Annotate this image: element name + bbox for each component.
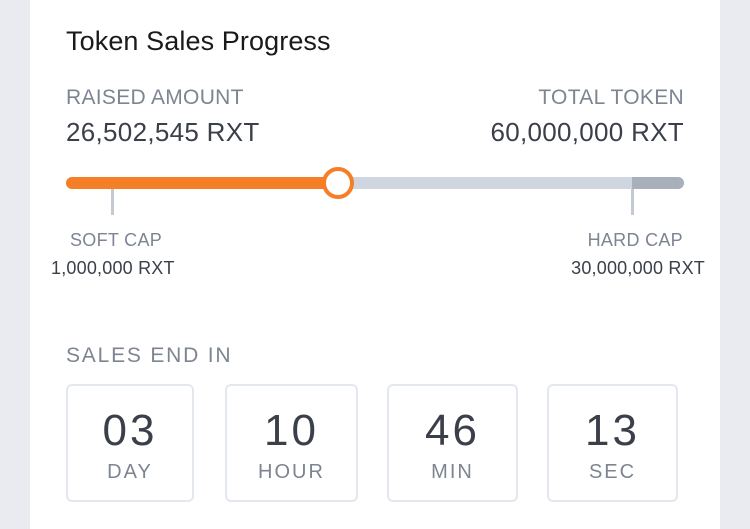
countdown-day-box: 03 DAY	[66, 384, 194, 502]
sales-end-label: SALES END IN	[66, 344, 233, 367]
soft-cap-label: SOFT CAP	[70, 230, 163, 250]
hard-cap-label: HARD CAP	[587, 230, 683, 250]
countdown-sec-value: 13	[585, 406, 640, 455]
progress-thumb	[322, 167, 354, 199]
countdown-hour-unit: HOUR	[258, 461, 325, 483]
countdown-hour-value: 10	[264, 406, 319, 455]
countdown-sec-box: 13 SEC	[547, 384, 678, 502]
total-token-label: TOTAL TOKEN	[538, 86, 684, 109]
soft-cap-tick	[111, 189, 114, 215]
card-title: Token Sales Progress	[66, 26, 331, 56]
countdown-day-unit: DAY	[107, 461, 153, 483]
countdown-hour-box: 10 HOUR	[225, 384, 358, 502]
countdown-min-value: 46	[425, 406, 480, 455]
progress-fill	[66, 177, 338, 189]
hard-cap-tick	[631, 189, 634, 215]
total-token-value: 60,000,000 RXT	[490, 117, 684, 147]
raised-amount-value: 26,502,545 RXT	[66, 117, 260, 147]
countdown-min-box: 46 MIN	[387, 384, 518, 502]
soft-cap-value: 1,000,000 RXT	[51, 258, 175, 278]
progress-track-hardcap-segment	[632, 177, 684, 189]
hard-cap-value: 30,000,000 RXT	[571, 258, 705, 278]
countdown-sec-unit: SEC	[588, 461, 637, 483]
token-sales-card: Token Sales Progress RAISED AMOUNT 26,50…	[30, 0, 720, 529]
raised-amount-label: RAISED AMOUNT	[66, 86, 244, 109]
countdown-day-value: 03	[102, 406, 158, 455]
countdown-min-unit: MIN	[431, 461, 474, 483]
